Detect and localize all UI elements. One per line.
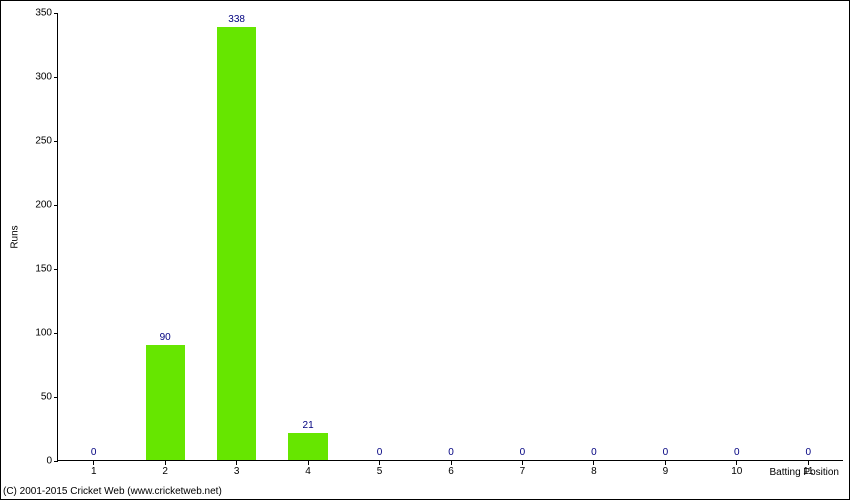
y-tick-label: 300 [35,72,52,83]
x-axis-title: Batting Position [770,467,840,478]
y-tick [54,77,58,78]
x-tick-label: 3 [234,466,240,477]
y-tick-label: 150 [35,264,52,275]
bar-value-label: 0 [734,447,740,458]
y-tick [54,397,58,398]
x-tick [736,461,737,465]
y-tick [54,461,58,462]
bar-value-label: 0 [591,447,597,458]
y-tick [54,141,58,142]
x-tick [93,461,94,465]
bar-value-label: 0 [520,447,526,458]
x-tick-label: 5 [377,466,383,477]
y-tick [54,333,58,334]
x-tick [665,461,666,465]
bar-value-label: 21 [303,420,314,431]
bar-value-label: 0 [805,447,811,458]
y-tick-label: 250 [35,136,52,147]
x-tick [522,461,523,465]
y-tick-label: 50 [41,392,52,403]
x-tick [593,461,594,465]
x-tick-label: 8 [591,466,597,477]
x-tick [308,461,309,465]
y-tick [54,269,58,270]
bar: 338 [217,27,256,460]
y-tick-label: 200 [35,200,52,211]
x-tick [379,461,380,465]
plot-area: 0501001502002503003501029033384215060708… [57,13,843,461]
bar-value-label: 0 [663,447,669,458]
y-tick-label: 100 [35,328,52,339]
x-tick-label: 7 [520,466,526,477]
bar: 21 [288,433,327,460]
x-tick-label: 10 [731,466,742,477]
x-tick-label: 9 [663,466,669,477]
x-tick-label: 1 [91,466,97,477]
x-tick-label: 2 [162,466,168,477]
x-tick [165,461,166,465]
copyright-footer: (C) 2001-2015 Cricket Web (www.cricketwe… [3,486,222,497]
bar-value-label: 0 [448,447,454,458]
bar: 90 [146,345,185,460]
x-tick [451,461,452,465]
bar-value-label: 0 [377,447,383,458]
x-tick [236,461,237,465]
bar-value-label: 0 [91,447,97,458]
x-tick-label: 6 [448,466,454,477]
x-tick [808,461,809,465]
bar-value-label: 90 [160,332,171,343]
y-tick [54,205,58,206]
y-tick [54,13,58,14]
bar-value-label: 338 [228,14,245,25]
chart-container: 0501001502002503003501029033384215060708… [0,0,850,500]
y-axis-title: Runs [10,225,21,248]
x-tick-label: 4 [305,466,311,477]
y-tick-label: 0 [46,456,52,467]
y-tick-label: 350 [35,8,52,19]
